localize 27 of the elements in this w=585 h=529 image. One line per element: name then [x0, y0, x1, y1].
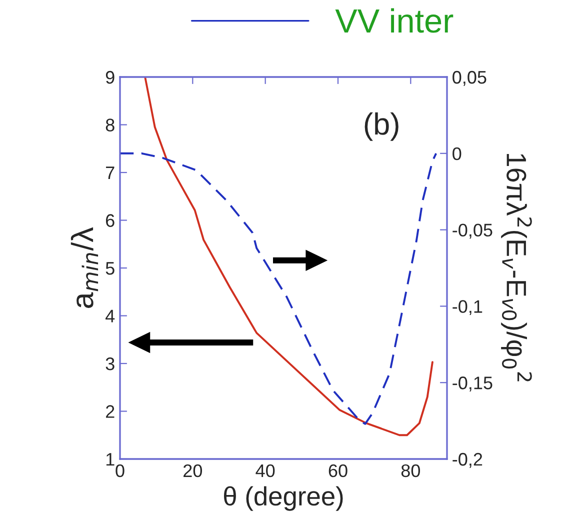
x-tick-label: 40 [256, 464, 275, 478]
y2-tick-label: 0,05 [452, 70, 486, 86]
y2-tick-label: -0,2 [452, 452, 482, 468]
annotation: (b) [364, 112, 398, 141]
y-tick-label: 2 [106, 405, 114, 418]
text: 16πλ$^{2}$(E$_{v}$-E$_{v0}$)/φ$_{0}$$^{2}$ [501, 154, 532, 382]
y-tick-label: 5 [106, 262, 114, 275]
y2-tick-label: 0 [452, 147, 462, 160]
x-tick-label: 20 [184, 464, 202, 478]
legend-label: VV inter [335, 8, 454, 33]
x-tick-label: 60 [328, 464, 348, 478]
y-tick-label: 7 [106, 166, 114, 180]
y2-tick-label: -0,1 [452, 300, 482, 316]
y-tick-label: 1 [106, 453, 114, 466]
y-tick-label: 8 [106, 118, 114, 132]
line-series [144, 77, 434, 436]
y-tick-label: 6 [106, 214, 114, 227]
x-tick-label: 0 [116, 464, 124, 478]
y-tick-label: 9 [106, 70, 114, 84]
y-tick-label: 4 [106, 310, 115, 322]
line-series [120, 152, 438, 425]
x-axis-title: θ (degree) [224, 486, 343, 511]
y2-tick-label: -0,05 [452, 224, 492, 239]
y-tick-label: 3 [106, 357, 114, 370]
y-axis-title: a$_{min}$/λ [70, 227, 98, 308]
x-tick-label: 80 [401, 464, 420, 478]
y2-tick-label: -0,15 [452, 376, 492, 392]
